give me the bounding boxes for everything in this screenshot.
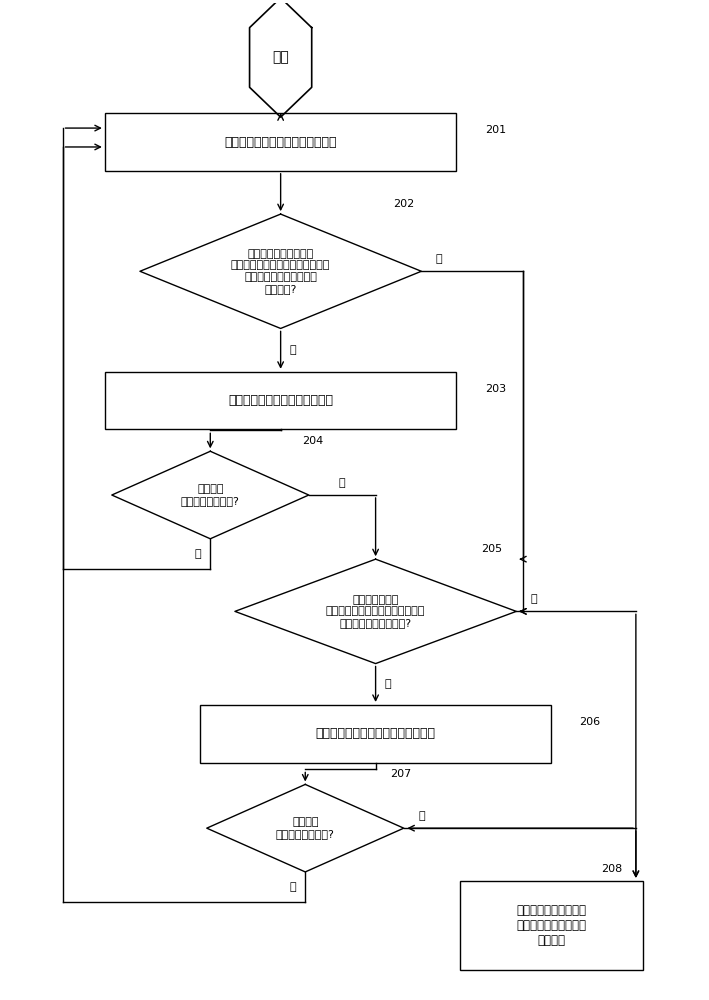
Text: 是: 是: [385, 679, 391, 689]
Polygon shape: [250, 0, 312, 117]
Text: 判断是否
到达设定采样时间?: 判断是否 到达设定采样时间?: [181, 484, 240, 506]
Text: 是: 是: [289, 882, 296, 892]
Text: 201: 201: [485, 125, 506, 135]
Text: 203: 203: [485, 384, 506, 394]
Text: 207: 207: [390, 769, 411, 779]
Polygon shape: [235, 559, 516, 664]
Text: 根据当前温湿度值中的
当前湿度值调整空调的
运行模式: 根据当前温湿度值中的 当前湿度值调整空调的 运行模式: [516, 904, 586, 947]
FancyBboxPatch shape: [105, 372, 457, 429]
FancyBboxPatch shape: [460, 881, 643, 970]
Text: 否: 否: [339, 478, 345, 488]
Text: 获取空调作用区域的当前温湿度值: 获取空调作用区域的当前温湿度值: [224, 135, 337, 148]
Text: 开始: 开始: [272, 50, 289, 64]
Text: 将空调调整到除湿模式进行运行: 将空调调整到除湿模式进行运行: [228, 394, 333, 407]
Text: 判断是否
到达设定采样时间?: 判断是否 到达设定采样时间?: [276, 817, 335, 839]
Text: 204: 204: [302, 436, 323, 446]
Text: 208: 208: [601, 864, 622, 874]
Text: 将空调调整到第一升温模式进行运行: 将空调调整到第一升温模式进行运行: [316, 727, 435, 740]
Text: 判断当前温度值
是否小于当前目标温湿度范围中温
度范围的温度小限制值?: 判断当前温度值 是否小于当前目标温湿度范围中温 度范围的温度小限制值?: [326, 595, 425, 628]
Text: 否: 否: [435, 254, 442, 264]
Text: 202: 202: [393, 199, 415, 209]
Polygon shape: [112, 451, 309, 539]
Text: 是: 是: [194, 549, 201, 559]
FancyBboxPatch shape: [200, 705, 552, 763]
Text: 判断当前温湿度值中的
当前温度值是否大于当前目标温湿
度范围中温度范围的温度
上限制值?: 判断当前温湿度值中的 当前温度值是否大于当前目标温湿 度范围中温度范围的温度 上…: [231, 249, 330, 294]
FancyBboxPatch shape: [105, 113, 457, 171]
Text: 206: 206: [579, 717, 601, 727]
Polygon shape: [207, 784, 403, 872]
Polygon shape: [140, 214, 421, 328]
Text: 否: 否: [418, 811, 425, 821]
Text: 否: 否: [530, 594, 537, 604]
Text: 205: 205: [481, 544, 502, 554]
Text: 是: 是: [290, 345, 296, 355]
